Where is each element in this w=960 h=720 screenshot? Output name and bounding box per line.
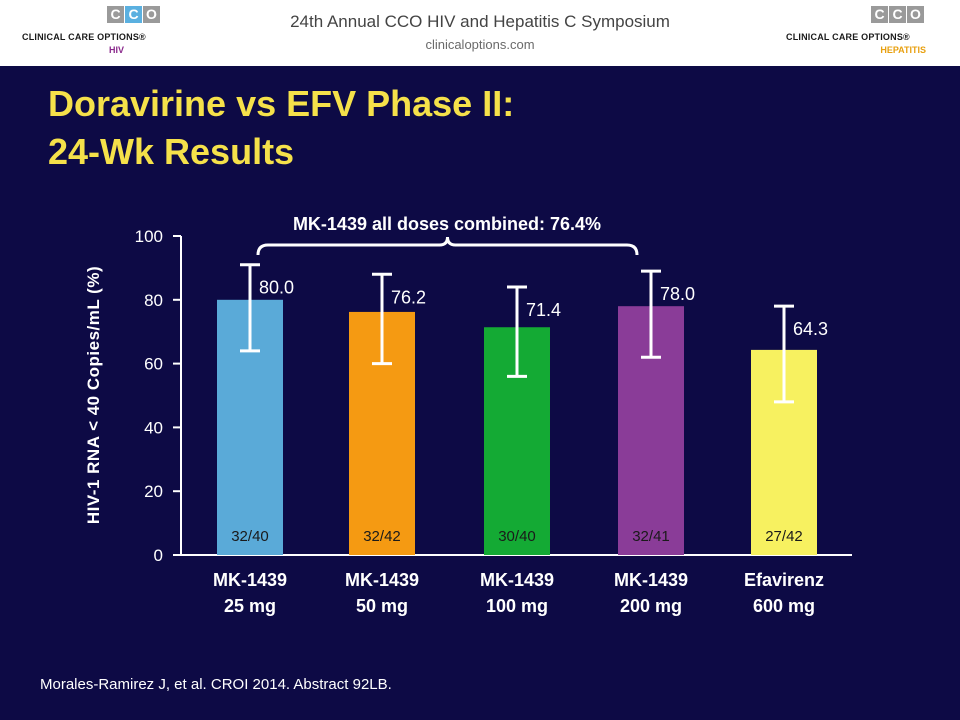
count-label: 27/42 <box>765 528 803 545</box>
site-url: clinicaloptions.com <box>425 37 535 52</box>
x-tick-label: 25 mg <box>224 596 276 616</box>
data-label: 64.3 <box>793 319 828 339</box>
x-tick-label: 50 mg <box>356 596 408 616</box>
citation: Morales-Ramirez J, et al. CROI 2014. Abs… <box>40 676 392 693</box>
logo-right-sub: HEPATITIS <box>880 45 926 55</box>
count-label: 30/40 <box>498 528 536 545</box>
y-tick-label: 100 <box>135 227 163 246</box>
x-tick-label: MK-1439 <box>345 570 419 590</box>
annotation-bracket <box>256 236 639 256</box>
logo-left-sub: HIV <box>108 45 124 55</box>
count-label: 32/40 <box>231 528 269 545</box>
y-axis-label: HIV-1 RNA < 40 Copies/mL (%) <box>84 266 103 524</box>
y-tick-label: 80 <box>144 291 163 310</box>
title-line-1: Doravirine vs EFV Phase II: <box>48 83 515 124</box>
title-line-2: 24-Wk Results <box>48 131 295 172</box>
count-label: 32/41 <box>632 528 670 545</box>
symposium-title: 24th Annual CCO HIV and Hepatitis C Symp… <box>290 12 670 31</box>
slide-title: Doravirine vs EFV Phase II: 24-Wk Result… <box>48 80 514 176</box>
count-label: 32/42 <box>363 528 401 545</box>
data-label: 71.4 <box>526 300 561 320</box>
x-tick-label: Efavirenz <box>744 570 824 590</box>
y-tick-label: 20 <box>144 482 163 501</box>
y-tick-label: 40 <box>144 418 163 437</box>
annotation-text: MK-1439 all doses combined: 76.4% <box>293 214 601 234</box>
y-tick-label: 60 <box>144 355 163 374</box>
x-tick-label: 200 mg <box>620 596 682 616</box>
x-tick-label: 100 mg <box>486 596 548 616</box>
data-label: 78.0 <box>660 284 695 304</box>
x-tick-label: MK-1439 <box>480 570 554 590</box>
y-tick-label: 0 <box>154 546 163 565</box>
x-tick-label: 600 mg <box>753 596 815 616</box>
x-tick-label: MK-1439 <box>614 570 688 590</box>
logo-right-name: CLINICAL CARE OPTIONS® <box>786 32 910 42</box>
x-tick-label: MK-1439 <box>213 570 287 590</box>
data-label: 76.2 <box>391 287 426 307</box>
logo-left-name: CLINICAL CARE OPTIONS® <box>22 32 146 42</box>
data-label: 80.0 <box>259 278 294 298</box>
